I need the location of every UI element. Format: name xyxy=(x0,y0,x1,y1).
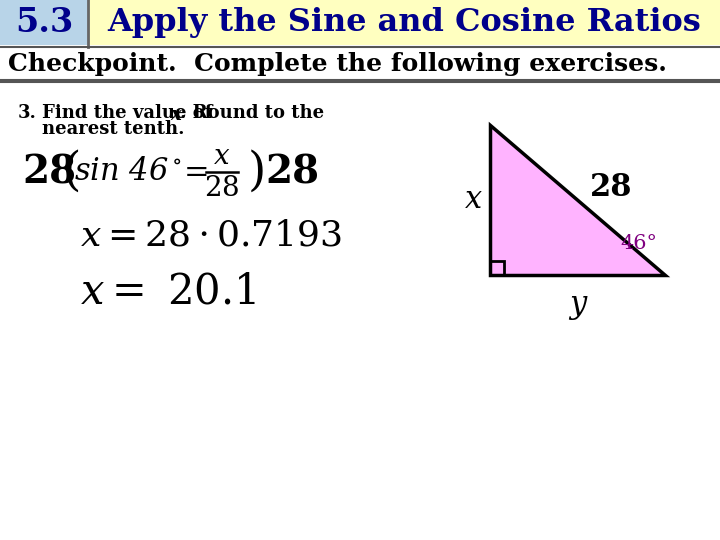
Text: Checkpoint.  Complete the following exercises.: Checkpoint. Complete the following exerc… xyxy=(8,52,667,76)
Text: Find the value of: Find the value of xyxy=(42,104,219,122)
Text: Apply the Sine and Cosine Ratios: Apply the Sine and Cosine Ratios xyxy=(107,8,701,38)
Text: 46°: 46° xyxy=(620,234,657,253)
Text: 28: 28 xyxy=(22,153,76,191)
Text: ): ) xyxy=(248,150,266,194)
Text: 3.: 3. xyxy=(18,104,37,122)
Text: . Round to the: . Round to the xyxy=(180,104,324,122)
Text: 28: 28 xyxy=(265,153,319,191)
Bar xyxy=(0,0,88,45)
Text: sin 46$^\circ$: sin 46$^\circ$ xyxy=(74,157,182,187)
Text: $28$: $28$ xyxy=(204,174,240,202)
Text: nearest tenth.: nearest tenth. xyxy=(42,120,184,138)
Polygon shape xyxy=(490,125,665,275)
Text: 28: 28 xyxy=(590,172,632,204)
Text: x: x xyxy=(170,106,181,124)
Text: $x = 28 \cdot 0.7193$: $x = 28 \cdot 0.7193$ xyxy=(80,218,342,252)
Text: $=$: $=$ xyxy=(178,157,208,187)
Bar xyxy=(490,261,504,275)
Text: 5.3: 5.3 xyxy=(15,6,73,39)
Bar xyxy=(88,0,720,45)
Text: $x$: $x$ xyxy=(213,142,230,170)
Text: y: y xyxy=(569,289,586,320)
Text: x: x xyxy=(464,185,482,215)
Text: (: ( xyxy=(62,150,81,194)
Text: $x =\ 20.1$: $x =\ 20.1$ xyxy=(80,271,256,313)
